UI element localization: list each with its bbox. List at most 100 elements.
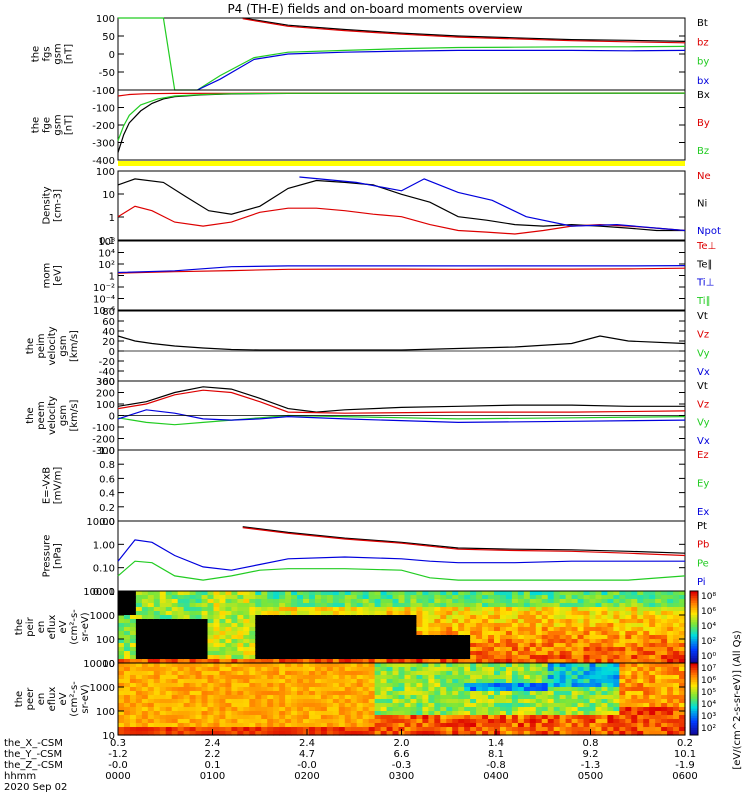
mom-temp-series-Ti⊥ — [117, 265, 686, 274]
xaxis-value: 1.4 — [488, 738, 504, 749]
legend-entry: Vy — [697, 348, 710, 359]
colorbar-tick-label: 10² — [701, 724, 716, 734]
legend-entry: Vt — [697, 381, 708, 392]
ytick-label: 100 — [96, 707, 115, 718]
xaxis-value: 0300 — [389, 771, 414, 782]
xaxis-value: -0.0 — [108, 760, 128, 771]
ytick-label: 0.01 — [93, 587, 115, 598]
xaxis-value: 2.2 — [205, 749, 221, 760]
legend-entry: Ni — [697, 199, 707, 210]
pressure-series-Pt — [242, 526, 686, 554]
xaxis-value: 0500 — [578, 771, 603, 782]
colorbar-tick-label: 10⁸ — [701, 592, 716, 602]
ylabel-line: Density — [42, 186, 53, 224]
legend-entry: Pi — [697, 577, 706, 588]
legend-entry: by — [697, 57, 709, 68]
ylabel-line: the — [31, 117, 42, 133]
ytick-label: 1000 — [90, 611, 115, 622]
xaxis-value: 0200 — [294, 771, 319, 782]
ylabel-line: sr-eV) — [80, 612, 91, 641]
ylabel-line: [km/s] — [69, 330, 80, 362]
legend-entry: Pb — [697, 540, 709, 551]
ytick-label: 0.8 — [99, 460, 115, 471]
ylabel-line: mom — [42, 263, 53, 289]
colorbar-tick-label: 10⁶ — [701, 676, 716, 686]
ylabel-line: en — [36, 621, 47, 634]
xaxis-value: 9.2 — [583, 749, 599, 760]
ytick-label: -60 — [99, 377, 115, 388]
ylabel-line: the — [14, 619, 25, 635]
ylabel-line: E=-VxB — [42, 467, 53, 504]
fgs-gsm-series-bz — [242, 18, 686, 44]
legend-entry: Ti⊥ — [696, 278, 714, 289]
ylabel-line: peir — [25, 616, 36, 636]
xaxis-value: 0.8 — [583, 738, 599, 749]
fgs-gsm-frame — [117, 17, 686, 91]
legend-entry: bx — [697, 76, 709, 87]
ylabel-line: en — [36, 693, 47, 706]
ytick-label: 40 — [102, 327, 115, 338]
ytick-label: 80 — [102, 307, 115, 318]
xaxis-value: 2.4 — [205, 738, 221, 749]
ylabel-line: eV — [58, 620, 69, 633]
ylabel-line: peem — [36, 401, 47, 429]
ytick-label: 0 — [109, 347, 115, 358]
ytick-label: 10⁸ — [98, 237, 115, 248]
ytick-label: 0.2 — [99, 503, 115, 514]
xaxis-value: 8.1 — [488, 749, 504, 760]
xaxis-row-label: the_X_-CSM — [4, 738, 63, 749]
ytick-label: 0.10 — [93, 564, 115, 575]
ylabel-line: gsm — [53, 114, 64, 135]
colorbar-tick-label: 10⁶ — [701, 607, 716, 617]
ylabel-line: peim — [36, 333, 47, 358]
ytick-label: 100 — [96, 400, 115, 411]
xaxis-value: 10.1 — [674, 749, 696, 760]
xaxis-value: -0.0 — [297, 760, 317, 771]
ytick-label: 0.0 — [99, 517, 115, 528]
ylabel-line: the — [25, 407, 36, 423]
pressure-series-Pi — [117, 539, 685, 571]
ytick-label: 10 — [102, 659, 115, 670]
ytick-label: 0.1 — [99, 236, 115, 247]
peem-velocity-series-Vx — [117, 409, 686, 424]
plot-title: P4 (TH-E) fields and on-board moments ov… — [227, 2, 523, 16]
ylabel-line: (cm²-s- — [69, 609, 80, 645]
xaxis-value: 2.4 — [299, 738, 315, 749]
legend-entry: Bt — [697, 18, 708, 29]
legend-entry: Ex — [697, 507, 709, 518]
density-frame — [117, 170, 686, 241]
ytick-label: 100 — [96, 635, 115, 646]
ylabel-line: velocity — [47, 326, 58, 365]
ytick-label: -50 — [99, 68, 115, 79]
ytick-label: 10000 — [83, 659, 115, 670]
ytick-label: 10000 — [83, 587, 115, 598]
ytick-label: 50 — [102, 32, 115, 43]
mom-temp-series-Te⊥ — [117, 267, 686, 274]
ytick-label: 1.0 — [99, 446, 115, 457]
colorbar-tick-label: 10⁵ — [701, 688, 716, 698]
ytick-label: 300 — [96, 377, 115, 388]
xaxis-value: -0.3 — [392, 760, 412, 771]
ytick-label: -300 — [92, 446, 115, 457]
ylabel-line: [nPa] — [53, 543, 64, 569]
xaxis-value: 2.0 — [394, 738, 410, 749]
ylabel-line: velocity — [47, 396, 58, 435]
xaxis-value: -1.9 — [675, 760, 695, 771]
legend-entry: Bx — [697, 90, 710, 101]
ytick-label: 100 — [96, 14, 115, 25]
ytick-label: -400 — [92, 156, 115, 167]
colorbar-tick-label: 10⁴ — [701, 622, 716, 632]
ytick-label: -20 — [99, 357, 115, 368]
ytick-label: 10⁴ — [98, 249, 115, 260]
ytick-label: 10 — [102, 731, 115, 742]
fgs-gsm-series-by — [118, 17, 686, 91]
colorbar-tick-label: 10³ — [701, 712, 716, 722]
xaxis-date: 2020 Sep 02 — [4, 782, 67, 793]
xaxis-value: -0.8 — [486, 760, 506, 771]
ytick-label: 60 — [102, 317, 115, 328]
xaxis-value: 4.7 — [299, 749, 315, 760]
legend-entry: Ne — [697, 171, 711, 182]
electron-spectrogram-cells — [118, 663, 686, 736]
peim-velocity-series-Vt — [117, 335, 686, 351]
density-series-Npot — [299, 176, 686, 232]
